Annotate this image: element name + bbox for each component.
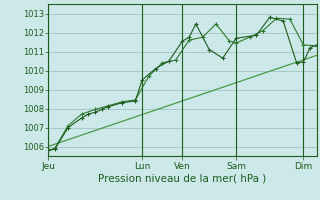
X-axis label: Pression niveau de la mer( hPa ): Pression niveau de la mer( hPa )	[98, 173, 267, 183]
